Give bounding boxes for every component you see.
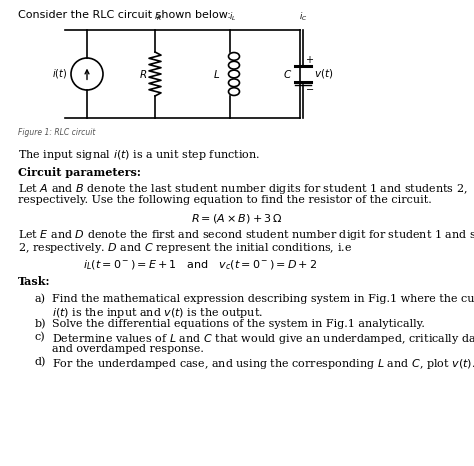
- Text: c): c): [35, 332, 46, 343]
- Text: The input signal $i(t)$ is a unit step function.: The input signal $i(t)$ is a unit step f…: [18, 148, 260, 162]
- Text: $v(t)$: $v(t)$: [314, 68, 333, 81]
- Text: $i(t)$: $i(t)$: [52, 68, 67, 81]
- Text: $L$: $L$: [213, 68, 220, 80]
- Text: $-$: $-$: [305, 83, 314, 93]
- Text: $i_R$: $i_R$: [154, 11, 162, 23]
- Text: and overdamped response.: and overdamped response.: [52, 344, 204, 354]
- Text: For the underdamped case, and using the corresponding $L$ and $C$, plot $v(t)$.: For the underdamped case, and using the …: [52, 357, 474, 371]
- Text: $R = (A \times B) + 3\,\Omega$: $R = (A \times B) + 3\,\Omega$: [191, 212, 283, 225]
- Text: $i_L$: $i_L$: [229, 11, 237, 23]
- Text: +: +: [305, 55, 313, 65]
- Text: Find the mathematical expression describing system in Fig.1 where the current: Find the mathematical expression describ…: [52, 294, 474, 304]
- Text: b): b): [35, 319, 46, 329]
- Text: d): d): [35, 357, 46, 367]
- Text: Consider the RLC circuit shown below:: Consider the RLC circuit shown below:: [18, 10, 231, 20]
- Text: Solve the differential equations of the system in Fig.1 analytically.: Solve the differential equations of the …: [52, 319, 425, 329]
- Text: Figure 1: RLC circuit: Figure 1: RLC circuit: [18, 128, 95, 137]
- Text: Circuit parameters:: Circuit parameters:: [18, 167, 141, 178]
- Text: 2, respectively. $D$ and $C$ represent the initial conditions, i.e: 2, respectively. $D$ and $C$ represent t…: [18, 241, 352, 255]
- Text: a): a): [35, 294, 46, 304]
- Text: Determine values of $L$ and $C$ that would give an underdamped, critically dampe: Determine values of $L$ and $C$ that wou…: [52, 332, 474, 346]
- Text: Let $A$ and $B$ denote the last student number digits for student 1 and students: Let $A$ and $B$ denote the last student …: [18, 182, 468, 196]
- Text: $i_C$: $i_C$: [299, 11, 307, 23]
- Text: $R$: $R$: [139, 68, 147, 80]
- Text: $i(t)$ is the input and $v(t)$ is the output.: $i(t)$ is the input and $v(t)$ is the ou…: [52, 306, 263, 320]
- Text: $i_L(t = 0^-) = E + 1 \quad \mathrm{and} \quad v_c(t = 0^-) = D + 2$: $i_L(t = 0^-) = E + 1 \quad \mathrm{and}…: [83, 258, 317, 272]
- Text: respectively. Use the following equation to find the resistor of the circuit.: respectively. Use the following equation…: [18, 195, 432, 205]
- Text: Let $E$ and $D$ denote the first and second student number digit for student 1 a: Let $E$ and $D$ denote the first and sec…: [18, 228, 474, 242]
- Text: $C$: $C$: [283, 68, 292, 80]
- Text: Task:: Task:: [18, 276, 51, 287]
